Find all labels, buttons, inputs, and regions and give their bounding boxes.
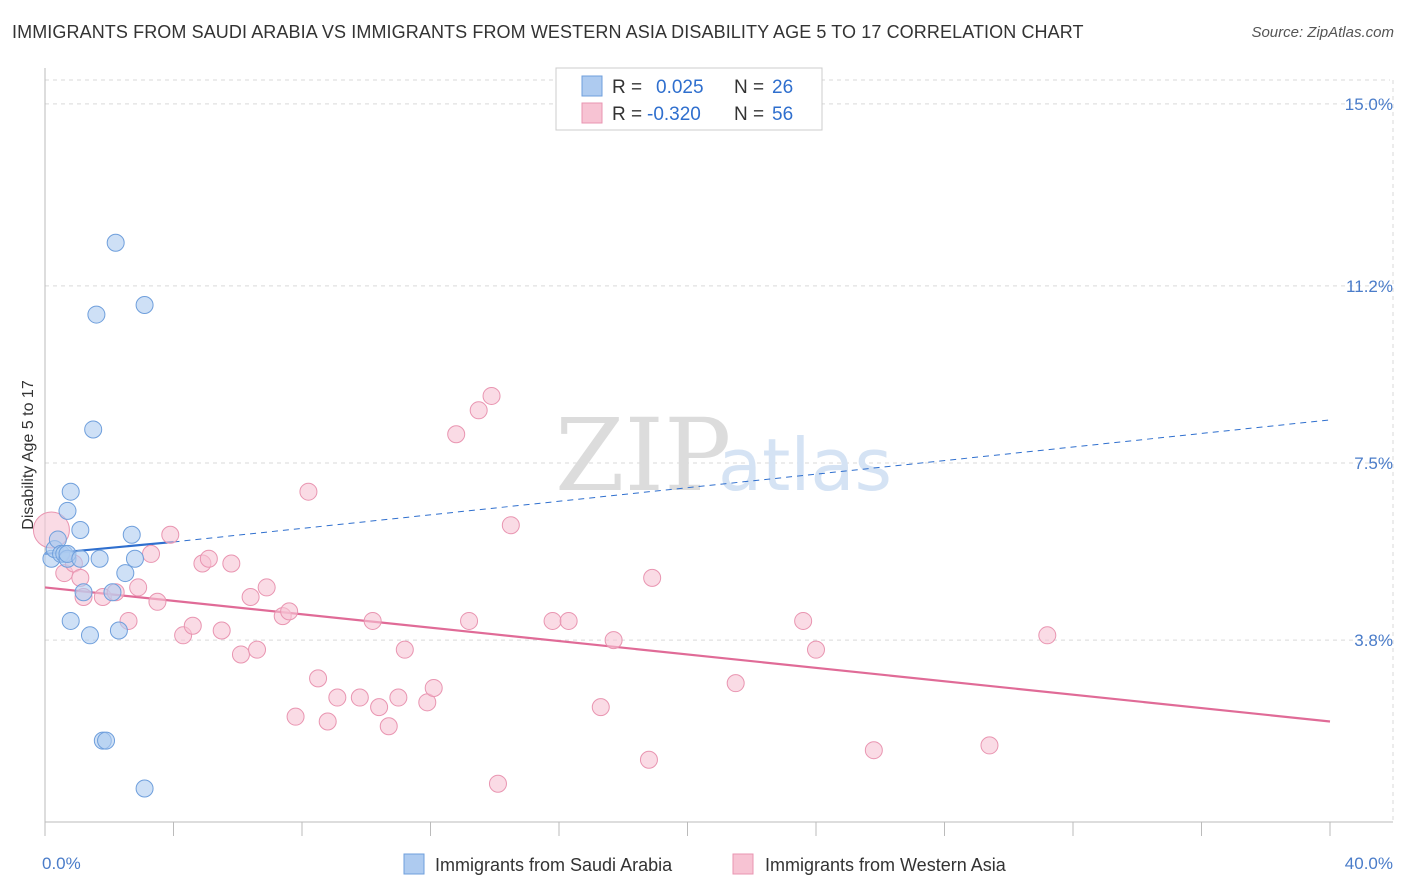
- point-saudi-arabia: [61, 482, 80, 501]
- point-western-asia: [604, 631, 623, 650]
- point-western-asia: [161, 525, 180, 544]
- point-western-asia: [864, 741, 883, 760]
- grid-layer: [45, 79, 1394, 822]
- point-saudi-arabia: [109, 621, 128, 640]
- legend-swatch-wasia: [581, 102, 603, 124]
- point-western-asia: [726, 674, 745, 693]
- point-western-asia: [248, 640, 267, 659]
- point-western-asia: [424, 678, 443, 697]
- x-tick-label: 40.0%: [1345, 854, 1393, 873]
- bottom-legend-swatch-wasia: [732, 853, 754, 875]
- bottom-legend-label-wasia: Immigrants from Western Asia: [765, 855, 1007, 875]
- point-western-asia: [370, 698, 389, 717]
- y-tick-label: 15.0%: [1345, 95, 1393, 114]
- chart-title: IMMIGRANTS FROM SAUDI ARABIA VS IMMIGRAN…: [12, 22, 1084, 42]
- point-western-asia: [639, 750, 658, 769]
- point-western-asia: [980, 736, 999, 755]
- point-saudi-arabia: [135, 779, 154, 798]
- point-western-asia: [643, 568, 662, 587]
- point-western-asia: [447, 425, 466, 444]
- point-western-asia: [199, 549, 218, 568]
- point-western-asia: [482, 386, 501, 405]
- point-western-asia: [591, 698, 610, 717]
- point-saudi-arabia: [106, 233, 125, 252]
- trendline-saudi-dashed: [173, 419, 1331, 543]
- y-tick-label: 11.2%: [1346, 277, 1393, 296]
- point-western-asia: [280, 602, 299, 621]
- y-tick-label: 3.8%: [1354, 631, 1393, 650]
- point-western-asia: [488, 774, 507, 793]
- ticks-layer: 3.8% 7.5% 11.2% 15.0% 0.0% 40.0%: [42, 95, 1393, 873]
- y-axis-label: Disability Age 5 to 17: [20, 380, 37, 530]
- legend-r-label-saudi: R =: [612, 77, 642, 98]
- point-saudi-arabia: [74, 583, 93, 602]
- point-western-asia: [241, 588, 260, 607]
- x-tick-label: 0.0%: [42, 854, 81, 873]
- bottom-legend-swatch-saudi: [403, 853, 425, 875]
- point-western-asia: [379, 717, 398, 736]
- point-saudi-arabia: [71, 520, 90, 539]
- point-western-asia: [460, 611, 479, 630]
- point-saudi-arabia: [58, 501, 77, 520]
- point-western-asia: [299, 482, 318, 501]
- point-western-asia: [469, 401, 488, 420]
- point-western-asia: [129, 578, 148, 597]
- point-western-asia: [222, 554, 241, 573]
- y-tick-label: 7.5%: [1354, 454, 1393, 473]
- point-western-asia: [183, 616, 202, 635]
- point-saudi-arabia: [71, 549, 90, 568]
- point-western-asia: [389, 688, 408, 707]
- point-western-asia: [1038, 626, 1057, 645]
- points-layer: [32, 233, 1057, 798]
- point-saudi-arabia: [84, 420, 103, 439]
- point-western-asia: [257, 578, 276, 597]
- point-western-asia: [350, 688, 369, 707]
- legend-swatch-saudi: [581, 75, 603, 97]
- point-western-asia: [231, 645, 250, 664]
- point-western-asia: [328, 688, 347, 707]
- point-western-asia: [318, 712, 337, 731]
- point-saudi-arabia: [116, 564, 135, 583]
- chart-source: Source: ZipAtlas.com: [1251, 24, 1394, 41]
- point-western-asia: [309, 669, 328, 688]
- bottom-legend-label-saudi: Immigrants from Saudi Arabia: [435, 855, 673, 875]
- point-western-asia: [807, 640, 825, 659]
- point-saudi-arabia: [90, 549, 109, 568]
- legend-r-label-wasia: R =: [612, 104, 642, 125]
- legend-r-value-wasia: -0.320: [647, 104, 701, 125]
- point-saudi-arabia: [87, 305, 106, 324]
- point-western-asia: [142, 544, 161, 563]
- point-western-asia: [363, 611, 382, 630]
- watermark: ZIP atlas: [555, 397, 892, 514]
- legend-r-value-saudi: 0.025: [656, 77, 704, 98]
- point-saudi-arabia: [103, 583, 122, 602]
- point-saudi-arabia: [80, 626, 99, 645]
- point-saudi-arabia: [97, 731, 116, 750]
- point-western-asia: [543, 611, 562, 630]
- point-western-asia: [559, 611, 578, 630]
- point-saudi-arabia: [125, 549, 144, 568]
- point-western-asia: [395, 640, 414, 659]
- trendline-western-asia: [44, 586, 1331, 723]
- watermark-zip: ZIP: [555, 397, 731, 514]
- watermark-atlas: atlas: [718, 423, 892, 507]
- point-western-asia: [212, 621, 231, 640]
- point-western-asia: [148, 592, 167, 611]
- axes-layer: [44, 68, 1393, 836]
- point-western-asia: [794, 611, 813, 630]
- legend-box: R = 0.025 N = 26 R = -0.320 N = 56: [555, 67, 823, 131]
- point-saudi-arabia: [122, 525, 141, 544]
- point-saudi-arabia: [135, 295, 154, 314]
- legend-n-value-saudi: 26: [772, 77, 793, 98]
- point-western-asia: [501, 516, 520, 535]
- legend-n-label-wasia: N =: [734, 104, 764, 125]
- legend-n-label-saudi: N =: [734, 77, 764, 98]
- point-western-asia: [286, 707, 305, 726]
- bottom-legend: Immigrants from Saudi Arabia Immigrants …: [403, 853, 1007, 875]
- legend-n-value-wasia: 56: [772, 104, 793, 125]
- point-saudi-arabia: [61, 611, 80, 630]
